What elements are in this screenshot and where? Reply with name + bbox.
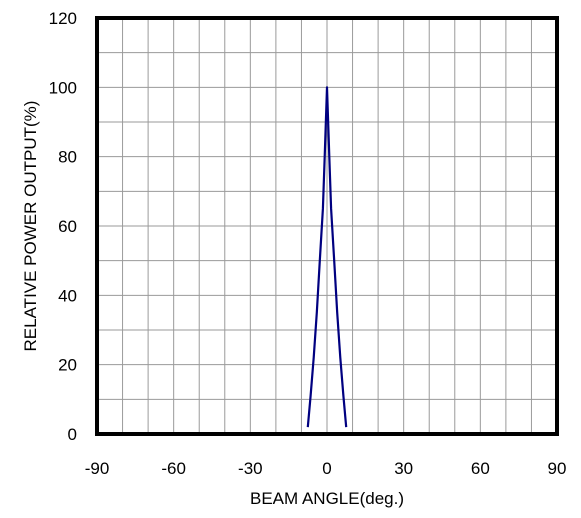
x-tick-label: 0	[322, 459, 331, 478]
x-tick-labels: -90 -60 -30 0 30 60 90	[85, 459, 567, 478]
y-axis-label: RELATIVE POWER OUTPUT(%)	[21, 101, 40, 352]
x-tick-label: 90	[548, 459, 567, 478]
y-tick-label: 20	[58, 356, 77, 375]
x-axis-label: BEAM ANGLE(deg.)	[250, 489, 404, 508]
x-tick-label: -90	[85, 459, 110, 478]
series-layer	[306, 86, 348, 428]
series-line	[306, 86, 348, 428]
y-tick-label: 100	[49, 78, 77, 97]
y-tick-label: 40	[58, 286, 77, 305]
y-tick-label: 0	[68, 425, 77, 444]
x-tick-label: -30	[238, 459, 263, 478]
x-tick-label: -60	[161, 459, 186, 478]
plot-frame	[95, 16, 559, 436]
y-tick-labels: 0 20 40 60 80 100 120	[49, 9, 77, 444]
grid-lines	[97, 18, 557, 434]
x-tick-label: 30	[394, 459, 413, 478]
x-tick-label: 60	[471, 459, 490, 478]
y-tick-label: 80	[58, 148, 77, 167]
y-tick-label: 60	[58, 217, 77, 236]
y-tick-label: 120	[49, 9, 77, 28]
